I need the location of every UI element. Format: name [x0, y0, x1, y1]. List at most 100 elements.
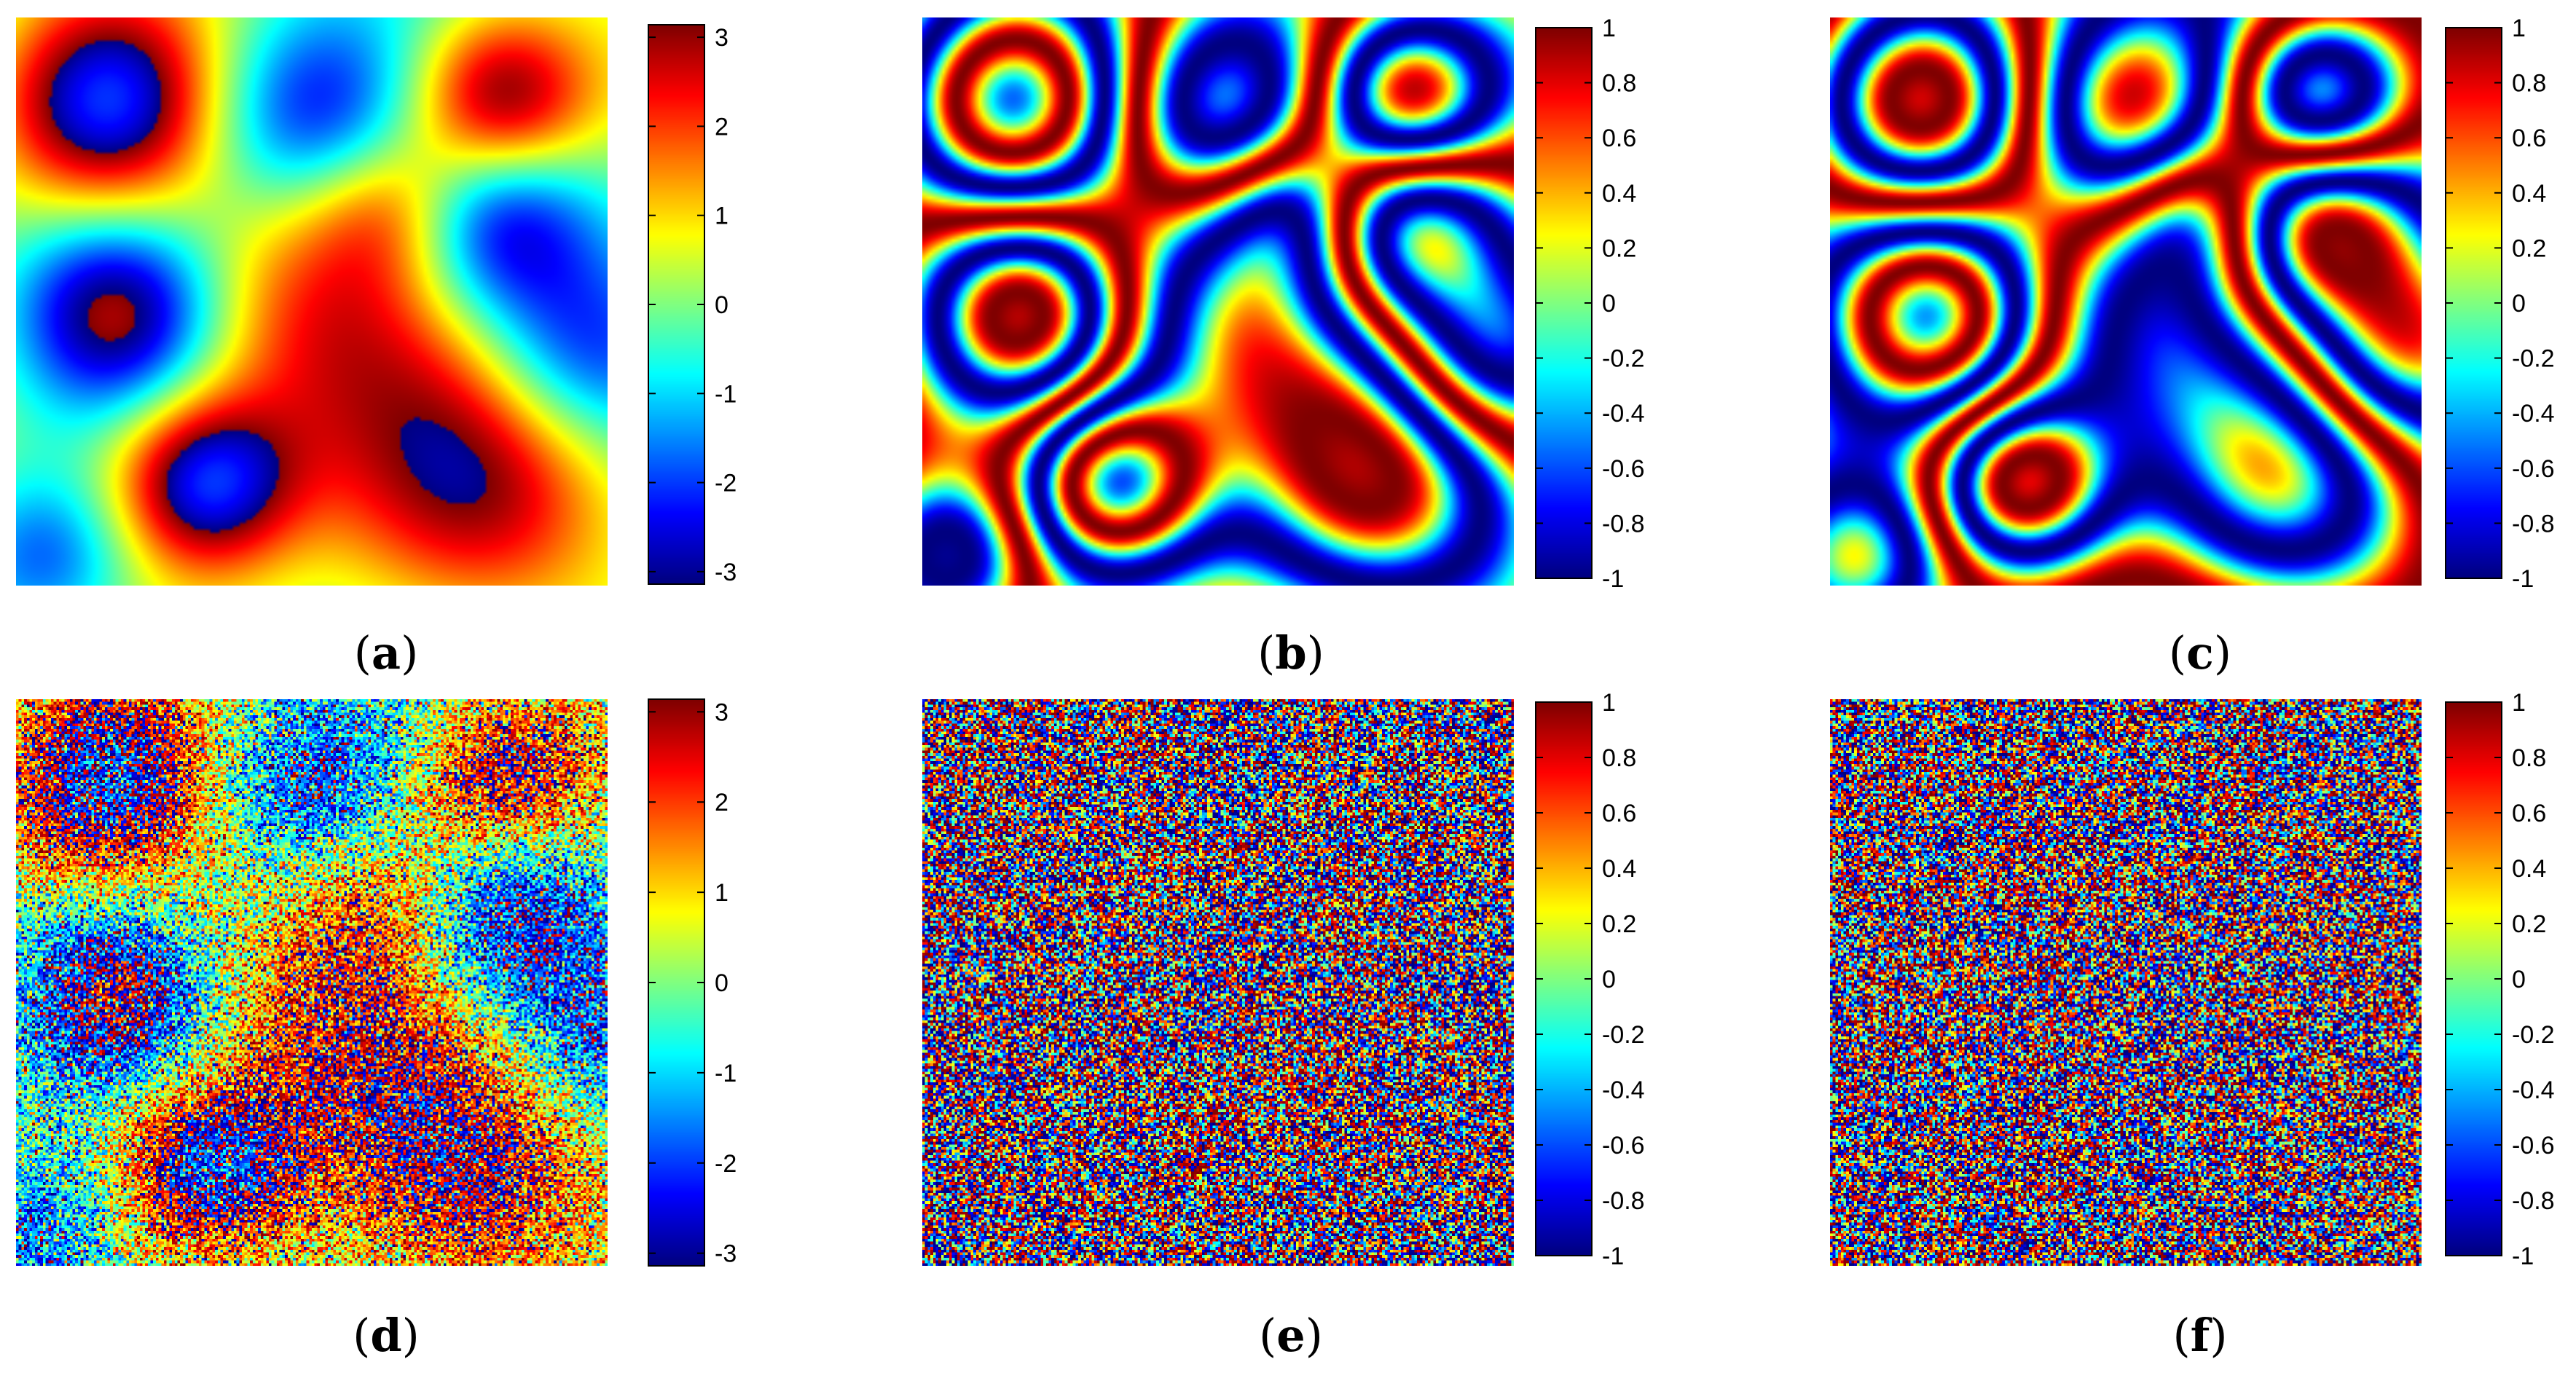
colorbar-tick-label: 0.2: [1602, 910, 1636, 938]
colorbar-tick-label: 0.6: [1602, 125, 1636, 152]
colorbar-tick-label: -1: [2512, 565, 2534, 593]
colorbar-tick-label: 0: [715, 291, 729, 319]
colorbar-tick-label: -0.8: [1602, 510, 1645, 538]
colorbar-tick-label: 1: [715, 202, 729, 230]
colorbar-tick-label: 0.4: [1602, 855, 1636, 883]
colorbar-tick-label: 1: [1602, 15, 1616, 42]
colorbar-tick-label: 0: [2512, 966, 2526, 993]
colorbar-tick-label: -0.6: [1602, 455, 1645, 483]
panel-label-letter: a: [372, 626, 401, 680]
colorbar-tick-label: 0.6: [1602, 800, 1636, 827]
colorbar-tick-label: 0.4: [2512, 855, 2546, 883]
colorbar-gradient-e: [1536, 702, 1592, 1256]
colorbar-c: 1 0.8 0.6 0.4 0.2 0 -0.2 -0.4 -0.6 -0.8 -1: [2445, 15, 2555, 593]
colorbar-tick-label: 0: [715, 969, 729, 997]
colorbar-tick-label: -1: [2512, 1243, 2534, 1270]
colorbar-tick-label: 2: [715, 789, 729, 816]
panel-label-close: ): [402, 1309, 420, 1362]
colorbar-b: 1 0.8 0.6 0.4 0.2 0 -0.2 -0.4 -0.6 -0.8 -1: [1535, 15, 1645, 593]
colorbar-tick-label: 0: [1602, 290, 1616, 318]
panel-e: 1 0.8 0.6 0.4 0.2 0 -0.2 -0.4 -0.6 -0.8 -1 (e): [922, 689, 1645, 1362]
colorbar-tick-label: -0.6: [2512, 1132, 2555, 1160]
colorbar-tick-label: -0.8: [2512, 1187, 2555, 1215]
colorbar-tick-label: -3: [715, 1240, 737, 1268]
colorbar-gradient-d: [648, 699, 704, 1266]
colorbar-tick-label: 3: [715, 698, 729, 726]
colorbar-tick-label: 2: [715, 113, 729, 141]
colorbar-tick-label: -0.8: [2512, 510, 2555, 538]
panel-d: 3 2 1 0 -1 -2 -3 (d): [16, 698, 737, 1362]
colorbar-tick-label: 0.2: [2512, 910, 2546, 938]
heatmap-a: [16, 17, 608, 586]
colorbar-tick-label: 0: [2512, 290, 2526, 318]
panel-label-close: ): [2210, 1309, 2227, 1362]
panel-label-letter: e: [1276, 1309, 1305, 1362]
heatmap-d: [16, 699, 608, 1266]
colorbar-gradient-f: [2446, 702, 2502, 1256]
colorbar-tick-label: 0.8: [1602, 744, 1636, 772]
colorbar-tick-label: 0.8: [1602, 70, 1636, 98]
colorbar-tick-label: 3: [715, 24, 729, 52]
panel-c: 1 0.8 0.6 0.4 0.2 0 -0.2 -0.4 -0.6 -0.8 -1 (c): [1830, 15, 2555, 680]
panel-label-close: ): [401, 626, 418, 680]
colorbar-tick-label: 1: [715, 879, 729, 907]
panel-b: 1 0.8 0.6 0.4 0.2 0 -0.2 -0.4 -0.6 -0.8 -1 (b): [922, 15, 1645, 680]
panel-label-close: ): [1305, 1309, 1323, 1362]
colorbar-tick-label: -1: [1602, 1243, 1624, 1270]
colorbar-tick-label: 0.8: [2512, 70, 2546, 98]
panel-label-b: (b): [1257, 626, 1324, 680]
colorbar-tick-label: -2: [715, 1150, 737, 1178]
panel-label-letter: d: [370, 1309, 401, 1362]
panel-label-c: (c): [2169, 626, 2231, 680]
heatmap-f: [1830, 699, 2422, 1266]
colorbar-tick-label: -0.2: [2512, 1021, 2555, 1049]
panel-label-letter: c: [2186, 626, 2214, 680]
panel-label-open: (: [354, 626, 372, 680]
colorbar-gradient-c: [2446, 28, 2502, 578]
panel-label-f: (f): [2172, 1309, 2227, 1362]
colorbar-tick-label: -0.2: [1602, 1021, 1645, 1049]
panel-label-close: ): [1307, 626, 1324, 680]
colorbar-tick-label: -1: [715, 1060, 737, 1087]
panel-label-letter: f: [2191, 1309, 2212, 1362]
colorbar-e: 1 0.8 0.6 0.4 0.2 0 -0.2 -0.4 -0.6 -0.8 -1: [1535, 689, 1645, 1270]
colorbar-tick-label: -0.2: [2512, 345, 2555, 373]
colorbar-tick-label: -1: [1602, 565, 1624, 593]
colorbar-tick-label: 1: [2512, 689, 2526, 717]
panel-label-letter: b: [1275, 626, 1306, 680]
colorbar-tick-label: 0.6: [2512, 125, 2546, 152]
colorbar-tick-label: 1: [1602, 689, 1616, 717]
panel-label-open: (: [353, 1309, 370, 1362]
panel-f: 1 0.8 0.6 0.4 0.2 0 -0.2 -0.4 -0.6 -0.8 -1 (f): [1830, 689, 2555, 1362]
colorbar-tick-label: 0: [1602, 966, 1616, 993]
heatmap-b: [922, 17, 1514, 586]
colorbar-tick-label: -1: [715, 380, 737, 408]
colorbar-tick-label: -0.6: [1602, 1132, 1645, 1160]
colorbar-gradient-a: [648, 25, 704, 584]
panel-label-a: (a): [354, 626, 419, 680]
heatmap-e: [922, 699, 1514, 1266]
panel-label-e: (e): [1259, 1309, 1323, 1362]
colorbar-tick-label: 0.6: [2512, 800, 2546, 827]
colorbar-tick-label: -0.4: [1602, 1076, 1645, 1104]
colorbar-tick-label: -0.8: [1602, 1187, 1645, 1215]
panel-label-open: (: [2172, 1309, 2190, 1362]
panel-label-open: (: [1257, 626, 1275, 680]
colorbar-tick-label: -0.2: [1602, 345, 1645, 373]
colorbar-tick-label: -0.6: [2512, 455, 2555, 483]
colorbar-tick-label: 1: [2512, 15, 2526, 42]
colorbar-tick-label: -3: [715, 559, 737, 586]
colorbar-tick-label: 0.2: [2512, 235, 2546, 262]
panel-label-open: (: [1259, 1309, 1276, 1362]
colorbar-tick-label: -2: [715, 470, 737, 497]
panel-label-d: (d): [353, 1309, 420, 1362]
panel-a: 3 2 1 0 -1 -2 -3 (a): [16, 17, 737, 680]
panel-label-open: (: [2169, 626, 2186, 680]
colorbar-tick-label: 0.8: [2512, 744, 2546, 772]
colorbar-tick-label: 0.4: [1602, 180, 1636, 208]
colorbar-a: 3 2 1 0 -1 -2 -3: [648, 24, 737, 586]
colorbar-tick-label: -0.4: [2512, 400, 2555, 428]
colorbar-tick-label: -0.4: [1602, 400, 1645, 428]
